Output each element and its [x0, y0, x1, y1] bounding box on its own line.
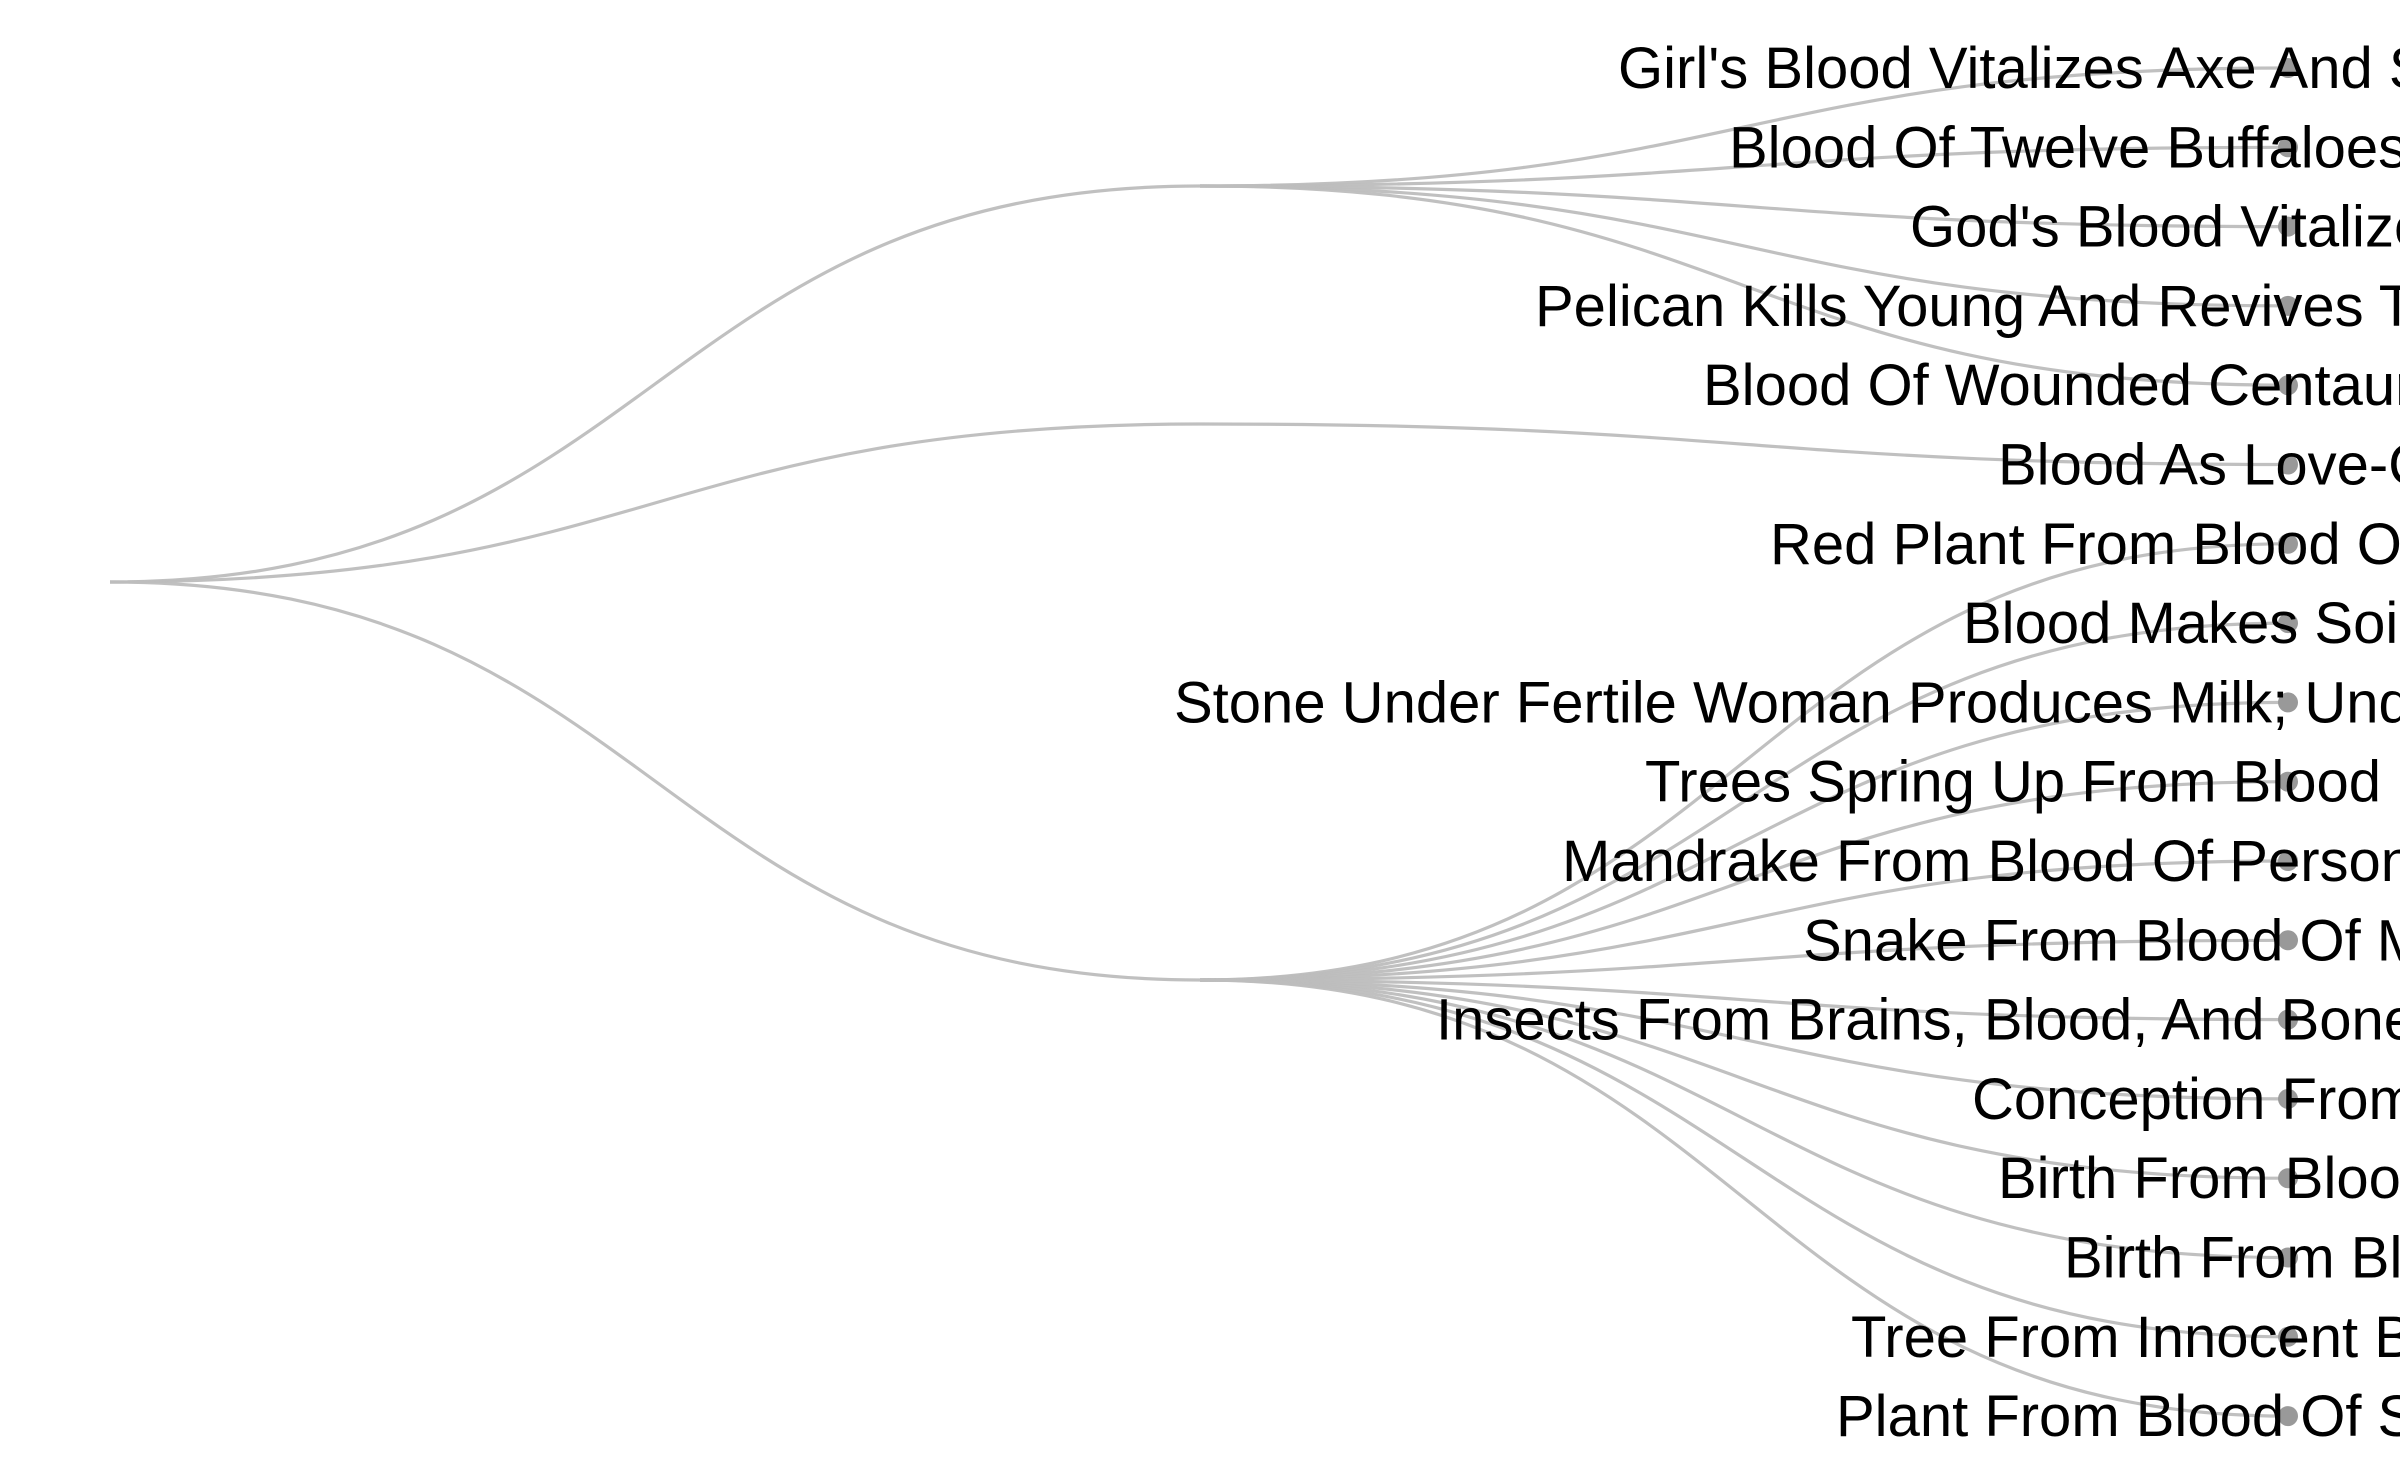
leaf-label: Tree From Innocent Blood: [1851, 1305, 2400, 1370]
group-to-leaf-link: [1199, 978, 2289, 1180]
group-to-leaf-link: [1199, 184, 2289, 387]
leaf-node-dot: [2278, 851, 2298, 871]
leaf-node-dot: [2278, 295, 2298, 316]
leaf-label: Conception From Blood: [1972, 1067, 2400, 1132]
leaf-node-dot: [2278, 137, 2298, 158]
leaf-label: Pelican Kills Young And Revives Them: [1535, 274, 2400, 339]
leaf-label: Blood As Love-Charm: [1998, 433, 2400, 498]
leaf-node-dot: [2278, 613, 2298, 634]
leaf-node-dot: [2278, 930, 2298, 951]
group-to-leaf-link: [1199, 859, 2289, 982]
leaf-node-dot: [2278, 1168, 2298, 1189]
leaf-node-dot: [2278, 1088, 2298, 1109]
group-to-leaf-link: [1199, 542, 2289, 982]
group-to-leaf-link: [1199, 938, 2289, 982]
dendrogram-leaf-labels: Girl's Blood Vitalizes Axe And Spear Bloo…: [1174, 36, 2400, 1449]
leaf-label: Blood Of Wounded Centaur: [1703, 353, 2400, 418]
group-to-leaf-link: [1199, 978, 2289, 1260]
group-to-leaf-link: [1199, 145, 2289, 188]
leaf-label: Snake From Blood Of Monster: [1803, 908, 2400, 973]
leaf-label: Mandrake From Blood Of Person: [1562, 829, 2400, 894]
group-to-leaf-link: [1199, 184, 2289, 229]
group-to-leaf-link: [1199, 621, 2289, 982]
leaf-node-dot: [2278, 1406, 2298, 1427]
leaf-node-dot: [2278, 771, 2298, 792]
dendrogram-leaf-nodes: [2278, 58, 2298, 1427]
group-to-leaf-link: [1199, 978, 2289, 1101]
leaf-node-dot: [2278, 216, 2298, 237]
group-to-leaf-link: [1199, 978, 2289, 1418]
leaf-node-dot: [2278, 454, 2298, 475]
group-to-leaf-link: [1199, 422, 2289, 467]
group-to-leaf-link: [1199, 700, 2289, 982]
leaf-label: God's Blood Vitalizes: [1910, 195, 2400, 260]
leaf-label: Blood Of Twelve Buffaloes: [1729, 115, 2400, 180]
leaf-node-dot: [2278, 692, 2298, 713]
leaf-label: Insects From Brains, Blood, And Bones: [1436, 988, 2400, 1053]
dendrogram-links: [109, 66, 2289, 1418]
leaf-node-dot: [2278, 1009, 2298, 1030]
leaf-node-dot: [2278, 1326, 2298, 1347]
root-to-group-link: [109, 580, 1201, 982]
group-to-leaf-link: [1199, 978, 2289, 1022]
leaf-label: Stone Under Fertile Woman Produces Milk;…: [1174, 670, 2400, 735]
leaf-label: Red Plant From Blood Of Slain: [1770, 512, 2400, 577]
group-to-leaf-link: [1199, 978, 2289, 1339]
group-to-leaf-link: [1199, 780, 2289, 982]
leaf-label: Girl's Blood Vitalizes Axe And Spear: [1618, 36, 2400, 101]
group-to-leaf-link: [1199, 66, 2289, 188]
leaf-label: Plant From Blood Of Slain: [1836, 1384, 2400, 1449]
leaf-node-dot: [2278, 58, 2298, 78]
group-to-leaf-link: [1199, 184, 2289, 308]
leaf-label: Birth From Blood: [1998, 1146, 2400, 1211]
leaf-label: Trees Spring Up From Blood: [1645, 750, 2381, 815]
leaf-node-dot: [2278, 533, 2298, 554]
leaf-label: Blood Makes Soil Fertile: [1963, 591, 2400, 656]
root-to-group-link: [109, 422, 1201, 584]
leaf-label: Birth From Blood Clot: [2064, 1226, 2400, 1291]
leaf-node-dot: [2278, 1247, 2298, 1268]
leaf-node-dot: [2278, 375, 2298, 396]
root-to-group-link: [109, 184, 1201, 584]
